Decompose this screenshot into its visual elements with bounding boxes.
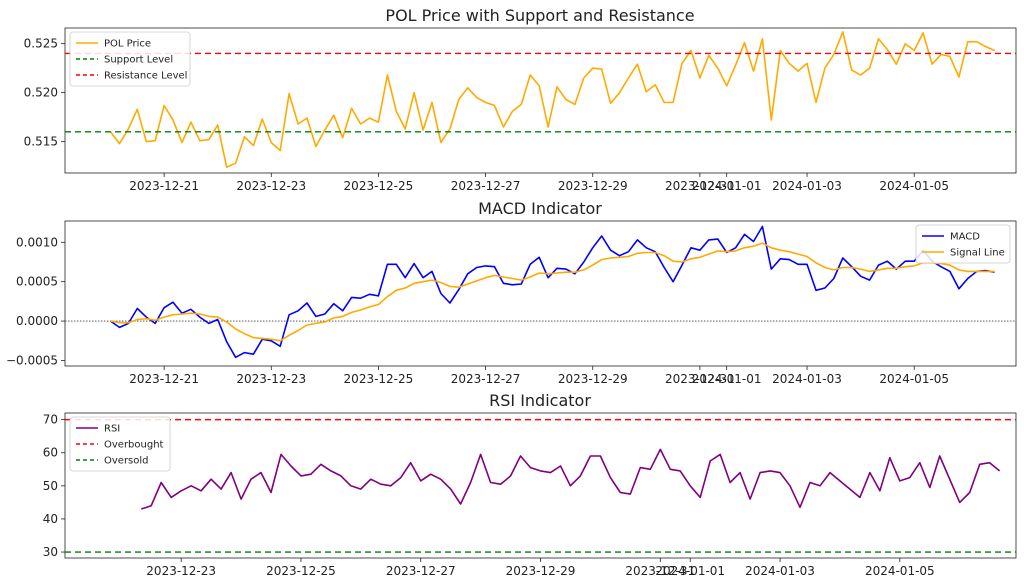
signal-line-line bbox=[110, 242, 995, 342]
x-tick-label: 2023-12-21 bbox=[129, 179, 199, 193]
x-tick-label: 2024-01-01 bbox=[692, 179, 762, 193]
price-chart-title: POL Price with Support and Resistance bbox=[385, 6, 694, 25]
pol-price-line bbox=[109, 31, 995, 168]
plot-frame bbox=[64, 220, 1017, 367]
y-tick-label: 50 bbox=[43, 479, 58, 493]
x-tick-label: 2023-12-31 bbox=[665, 179, 735, 193]
legend: RSI Overbought Oversold bbox=[69, 416, 171, 472]
x-tick-label: 2024-01-03 bbox=[772, 179, 842, 193]
legend-label: Oversold bbox=[104, 456, 149, 467]
x-tick-label: 2023-12-25 bbox=[266, 564, 336, 578]
y-tick-label: 70 bbox=[43, 413, 58, 427]
x-tick-label: 2023-12-27 bbox=[451, 372, 521, 386]
x-tick-label: 2023-12-29 bbox=[558, 372, 628, 386]
legend-label: Support Level bbox=[104, 55, 173, 66]
y-tick-label: −0.0005 bbox=[6, 353, 58, 367]
x-tick-label: 2023-12-27 bbox=[386, 564, 456, 578]
y-tick-label: 0.0005 bbox=[16, 275, 58, 289]
y-tick-label: 0.515 bbox=[24, 135, 58, 149]
x-tick-label: 2023-12-29 bbox=[558, 179, 628, 193]
legend-label: Overbought bbox=[104, 440, 164, 451]
legend-label: Signal Line bbox=[950, 248, 1005, 259]
legend: MACD Signal Line bbox=[915, 224, 1011, 264]
x-tick-label: 2024-01-01 bbox=[692, 372, 762, 386]
plot-frame bbox=[64, 27, 1017, 174]
rsi-line bbox=[141, 448, 1001, 510]
x-tick-label: 2023-12-25 bbox=[344, 179, 414, 193]
y-tick-label: 0.0000 bbox=[16, 314, 58, 328]
macd-chart-title: MACD Indicator bbox=[478, 199, 602, 218]
y-tick-label: 40 bbox=[43, 512, 58, 526]
x-tick-label: 2023-12-23 bbox=[146, 564, 216, 578]
x-tick-label: 2023-12-27 bbox=[451, 179, 521, 193]
x-tick-label: 2023-12-21 bbox=[129, 372, 199, 386]
x-tick-label: 2023-12-31 bbox=[665, 372, 735, 386]
macd-panel: MACD Indicator −0.0005 0.0000 0.0005 0.0010… bbox=[6, 199, 1017, 386]
legend-box bbox=[915, 224, 1011, 264]
rsi-chart-title: RSI Indicator bbox=[489, 391, 591, 410]
y-tick-label: 60 bbox=[43, 446, 58, 460]
x-tick-label: 2023-12-25 bbox=[344, 372, 414, 386]
x-tick-label: 2023-12-31 bbox=[625, 564, 695, 578]
x-tick-label: 2024-01-03 bbox=[772, 372, 842, 386]
legend: POL Price Support Level Resistance Level bbox=[69, 31, 191, 87]
y-tick-label: 0.0010 bbox=[16, 235, 58, 249]
x-tick-label: 2024-01-05 bbox=[865, 564, 935, 578]
legend-label: RSI bbox=[104, 424, 120, 435]
rsi-panel: RSI Indicator 30 40 50 60 70 2023-12-23 2023-1… bbox=[43, 391, 1017, 578]
x-tick-label: 2023-12-23 bbox=[236, 179, 306, 193]
x-tick-label: 2024-01-01 bbox=[655, 564, 725, 578]
y-tick-label: 0.520 bbox=[24, 86, 58, 100]
y-tick-label: 30 bbox=[43, 545, 58, 559]
x-tick-label: 2023-12-23 bbox=[236, 372, 306, 386]
price-panel: POL Price with Support and Resistance 0.… bbox=[24, 6, 1017, 193]
legend-box bbox=[69, 416, 171, 472]
macd-line bbox=[110, 225, 995, 359]
legend-label: Resistance Level bbox=[104, 71, 187, 82]
x-tick-label: 2024-01-03 bbox=[745, 564, 815, 578]
y-tick-label: 0.525 bbox=[24, 37, 58, 51]
x-tick-label: 2024-01-05 bbox=[879, 179, 949, 193]
legend-label: MACD bbox=[950, 232, 980, 243]
plot-frame bbox=[64, 412, 1017, 559]
x-tick-label: 2023-12-29 bbox=[506, 564, 576, 578]
x-tick-label: 2024-01-05 bbox=[879, 372, 949, 386]
legend-box bbox=[69, 31, 191, 87]
legend-label: POL Price bbox=[104, 39, 151, 50]
